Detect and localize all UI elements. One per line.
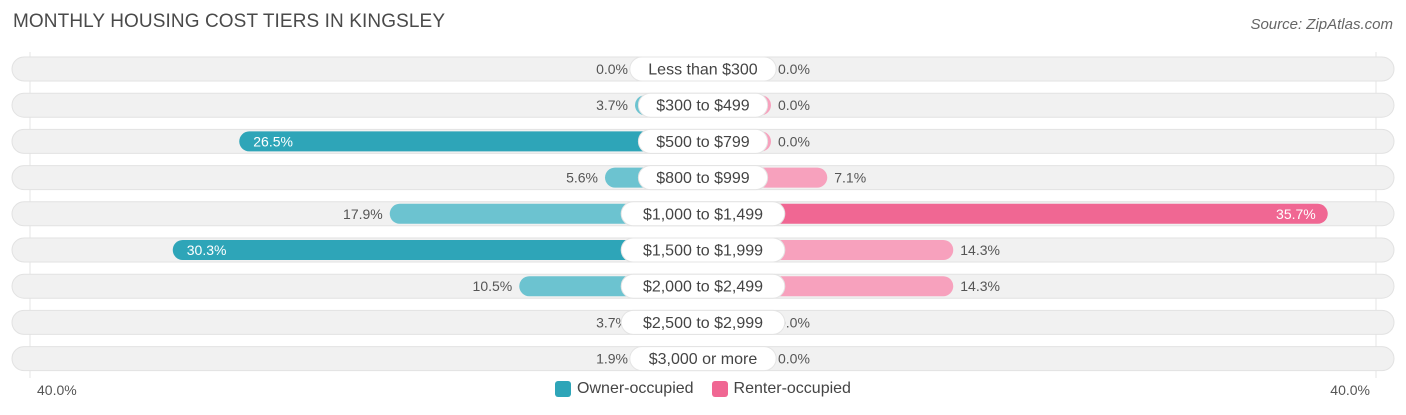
category-pill	[637, 92, 769, 118]
legend-item-owner[interactable]: Owner-occupied	[555, 380, 694, 398]
category-label: $500 to $799	[656, 134, 750, 151]
legend-item-renter[interactable]: Renter-occupied	[711, 380, 851, 398]
source-note: Source: ZipAtlas.com	[1250, 16, 1393, 33]
owner-value-label: 26.5%	[253, 133, 293, 149]
renter-value-label: 0.0%	[778, 133, 810, 149]
category-pill	[620, 237, 786, 263]
category-label: $2,000 to $2,499	[643, 279, 763, 296]
owner-value-label: 5.6%	[566, 170, 598, 186]
category-label: $1,500 to $1,999	[643, 243, 763, 260]
renter-value-label: 14.3%	[960, 242, 1000, 258]
category-pill	[637, 165, 769, 191]
renter-value-label: 0.0%	[778, 61, 810, 77]
owner-bar	[239, 131, 703, 152]
owner-bar	[172, 240, 703, 260]
chart-title: MONTHLY HOUSING COST TIERS IN KINGSLEY	[13, 11, 446, 32]
owner-value-label: 17.9%	[343, 206, 383, 222]
legend-label-owner: Owner-occupied	[577, 380, 694, 397]
owner-value-label: 30.3%	[187, 242, 227, 258]
category-label: $2,500 to $2,999	[643, 315, 763, 332]
category-pill	[629, 346, 777, 372]
renter-bar	[703, 203, 1328, 224]
legend-swatch-renter	[711, 381, 728, 397]
category-pill	[620, 273, 786, 299]
category-pill	[629, 56, 777, 82]
category-label: $300 to $499	[656, 98, 750, 115]
owner-value-label: 10.5%	[473, 278, 513, 294]
owner-value-label: 0.0%	[596, 61, 628, 77]
renter-value-label: 0.0%	[778, 97, 810, 113]
legend-label-renter: Renter-occupied	[733, 380, 851, 397]
axis-max-label: 40.0%	[1330, 382, 1370, 398]
renter-value-label: 7.1%	[834, 170, 866, 186]
owner-value-label: 3.7%	[596, 314, 628, 330]
renter-value-label: 0.0%	[778, 314, 810, 330]
category-pill	[620, 309, 786, 335]
renter-value-label: 14.3%	[960, 278, 1000, 294]
legend-swatch-owner	[555, 381, 572, 397]
renter-value-label: 35.7%	[1276, 206, 1316, 222]
category-pill	[637, 128, 769, 154]
category-label: Less than $300	[648, 62, 758, 79]
axis-min-label: 40.0%	[37, 382, 77, 398]
category-label: $3,000 or more	[649, 351, 758, 368]
category-pill	[620, 201, 786, 227]
renter-value-label: 0.0%	[778, 351, 810, 367]
legend: Owner-occupied Renter-occupied	[0, 380, 1406, 398]
owner-value-label: 3.7%	[596, 97, 628, 113]
owner-value-label: 1.9%	[596, 351, 628, 367]
category-label: $1,000 to $1,499	[643, 206, 763, 223]
category-label: $800 to $999	[656, 170, 750, 187]
